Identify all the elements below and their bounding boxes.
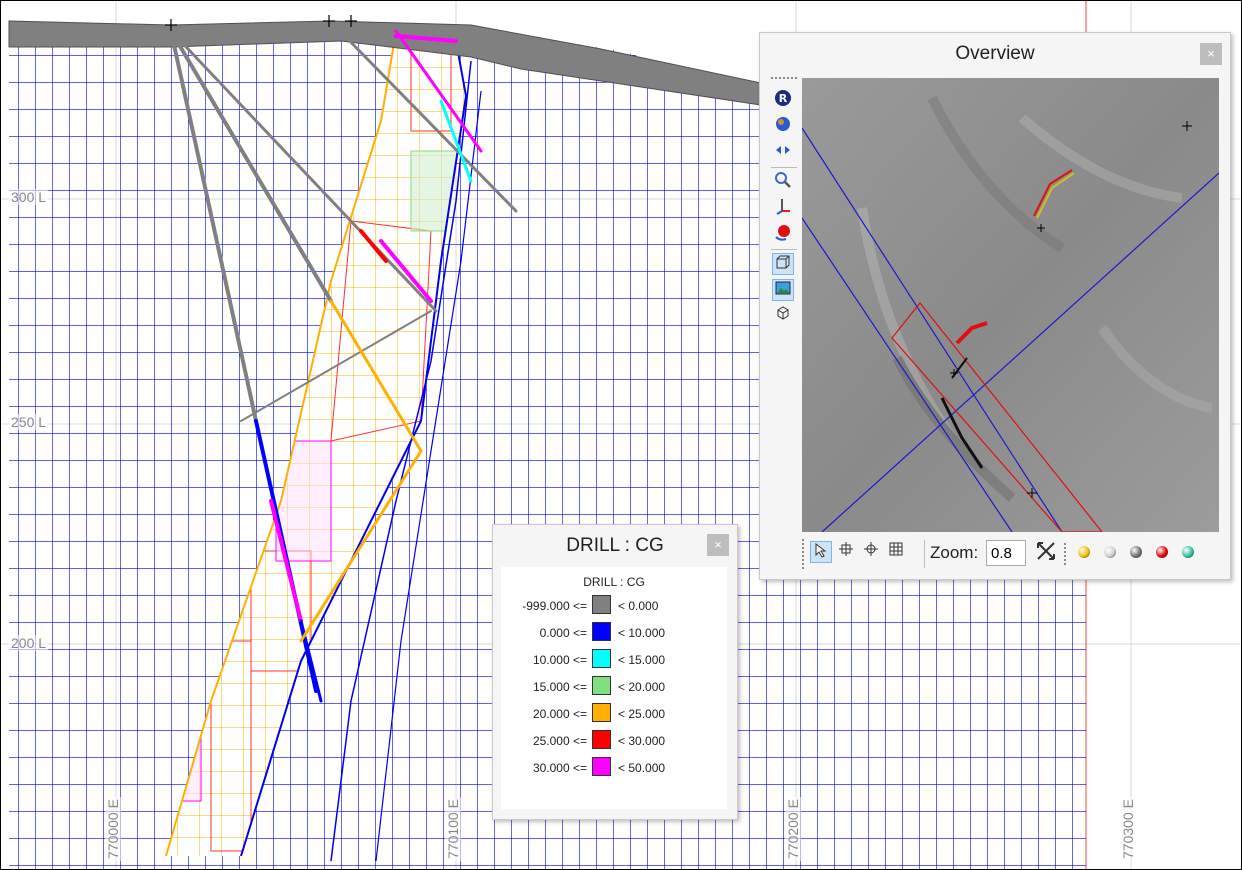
- overview-window[interactable]: Overview × R: [759, 32, 1231, 580]
- legend-upper-bound: < 0.000: [618, 599, 659, 613]
- toolbar-grip[interactable]: [802, 539, 808, 569]
- toolbar-grip[interactable]: [771, 77, 797, 85]
- pan-arrows-icon[interactable]: [772, 141, 794, 163]
- hillshade-background: [802, 78, 1219, 532]
- zoom-label: Zoom:: [930, 543, 979, 562]
- legend-body: DRILL : CG -999.000 <= < 0.000 0.000 <= < 1…: [501, 567, 727, 809]
- svg-text:R: R: [779, 92, 788, 105]
- legend-row: 15.000 <= < 20.000: [501, 674, 727, 701]
- section-lines: [802, 127, 1219, 532]
- legend-color-swatch[interactable]: [592, 595, 611, 614]
- toolbar-separator: [771, 249, 797, 250]
- legend-window[interactable]: DRILL : CG × DRILL : CG -999.000 <= < 0.0…: [492, 524, 738, 820]
- legend-upper-bound: < 20.000: [618, 680, 666, 694]
- legend-lower-bound: 15.000 <=: [532, 680, 587, 694]
- legend-upper-bound: < 10.000: [618, 626, 666, 640]
- status-ball-icon[interactable]: [1130, 546, 1142, 558]
- status-ball-icon[interactable]: [1182, 546, 1194, 558]
- elevation-label-250: 250 L: [9, 414, 49, 430]
- overview-map[interactable]: [802, 78, 1219, 532]
- box-icon[interactable]: [772, 253, 794, 275]
- toolbar-separator: [924, 540, 925, 568]
- legend-row: 0.000 <= < 10.000: [501, 620, 727, 647]
- hillshade-ridges: [857, 95, 1213, 502]
- legend-color-swatch[interactable]: [592, 730, 611, 749]
- rotate-sphere-icon[interactable]: [772, 223, 794, 245]
- legend-lower-bound: 10.000 <=: [532, 653, 587, 667]
- status-ball-icon[interactable]: [1104, 546, 1116, 558]
- legend-row: 10.000 <= < 15.000: [501, 647, 727, 674]
- legend-upper-bound: < 15.000: [618, 653, 666, 667]
- topography-surface: [8, 20, 762, 106]
- legend-color-swatch[interactable]: [592, 757, 611, 776]
- legend-upper-bound: < 30.000: [618, 734, 666, 748]
- legend-row: 25.000 <= < 30.000: [501, 728, 727, 755]
- easting-label-770000: 770000 E: [105, 797, 121, 861]
- collar-markers: [165, 15, 357, 31]
- easting-label-770100: 770100 E: [445, 797, 461, 861]
- grid-icon[interactable]: [885, 541, 907, 563]
- overview-title[interactable]: Overview: [955, 43, 1035, 64]
- overview-bottom-toolbar: Zoom: 0.8: [802, 537, 1222, 571]
- legend-color-swatch[interactable]: [592, 676, 611, 695]
- section-extent-box: [891, 302, 1103, 532]
- reset-view-icon[interactable]: R: [772, 89, 794, 111]
- legend-subtitle: DRILL : CG: [583, 575, 645, 589]
- overview-side-toolbar: R: [767, 75, 799, 545]
- legend-row: 20.000 <= < 25.000: [501, 701, 727, 728]
- zoom-magnifier-icon[interactable]: [772, 171, 794, 193]
- legend-color-swatch[interactable]: [592, 703, 611, 722]
- legend-color-swatch[interactable]: [592, 649, 611, 668]
- legend-upper-bound: < 25.000: [618, 707, 666, 721]
- elevation-label-300: 300 L: [9, 189, 49, 205]
- easting-label-770200: 770200 E: [785, 797, 801, 861]
- toolbar-grip[interactable]: [1064, 543, 1066, 565]
- legend-color-swatch[interactable]: [592, 622, 611, 641]
- easting-label-770300: 770300 E: [1120, 797, 1136, 861]
- legend-close-button[interactable]: ×: [707, 534, 729, 556]
- zoom-input[interactable]: 0.8: [986, 540, 1026, 566]
- crosshair-icon[interactable]: [835, 541, 857, 563]
- legend-row: -999.000 <= < 0.000: [501, 593, 727, 620]
- status-ball-icon[interactable]: [1156, 546, 1168, 558]
- legend-lower-bound: -999.000 <=: [522, 599, 587, 613]
- elevation-label-200: 200 L: [9, 635, 49, 651]
- image-icon[interactable]: [772, 279, 794, 301]
- target-icon[interactable]: [860, 541, 882, 563]
- legend-lower-bound: 0.000 <=: [539, 626, 587, 640]
- overview-close-button[interactable]: ×: [1200, 43, 1222, 65]
- collar-crosses: [950, 121, 1192, 498]
- toolbar-separator: [771, 167, 797, 168]
- globe-icon[interactable]: [772, 115, 794, 137]
- cube-icon[interactable]: [772, 305, 794, 327]
- legend-lower-bound: 20.000 <=: [532, 707, 587, 721]
- drill-holes: [169, 25, 518, 703]
- select-arrow-icon[interactable]: [810, 541, 832, 563]
- legend-upper-bound: < 50.000: [618, 761, 666, 775]
- fit-extents-icon[interactable]: [1034, 540, 1058, 564]
- legend-title[interactable]: DRILL : CG: [566, 535, 664, 556]
- legend-lower-bound: 25.000 <=: [532, 734, 587, 748]
- status-ball-icon[interactable]: [1078, 546, 1090, 558]
- legend-lower-bound: 30.000 <=: [532, 761, 587, 775]
- legend-row: 30.000 <= < 50.000: [501, 755, 727, 782]
- axis-icon[interactable]: [772, 197, 794, 219]
